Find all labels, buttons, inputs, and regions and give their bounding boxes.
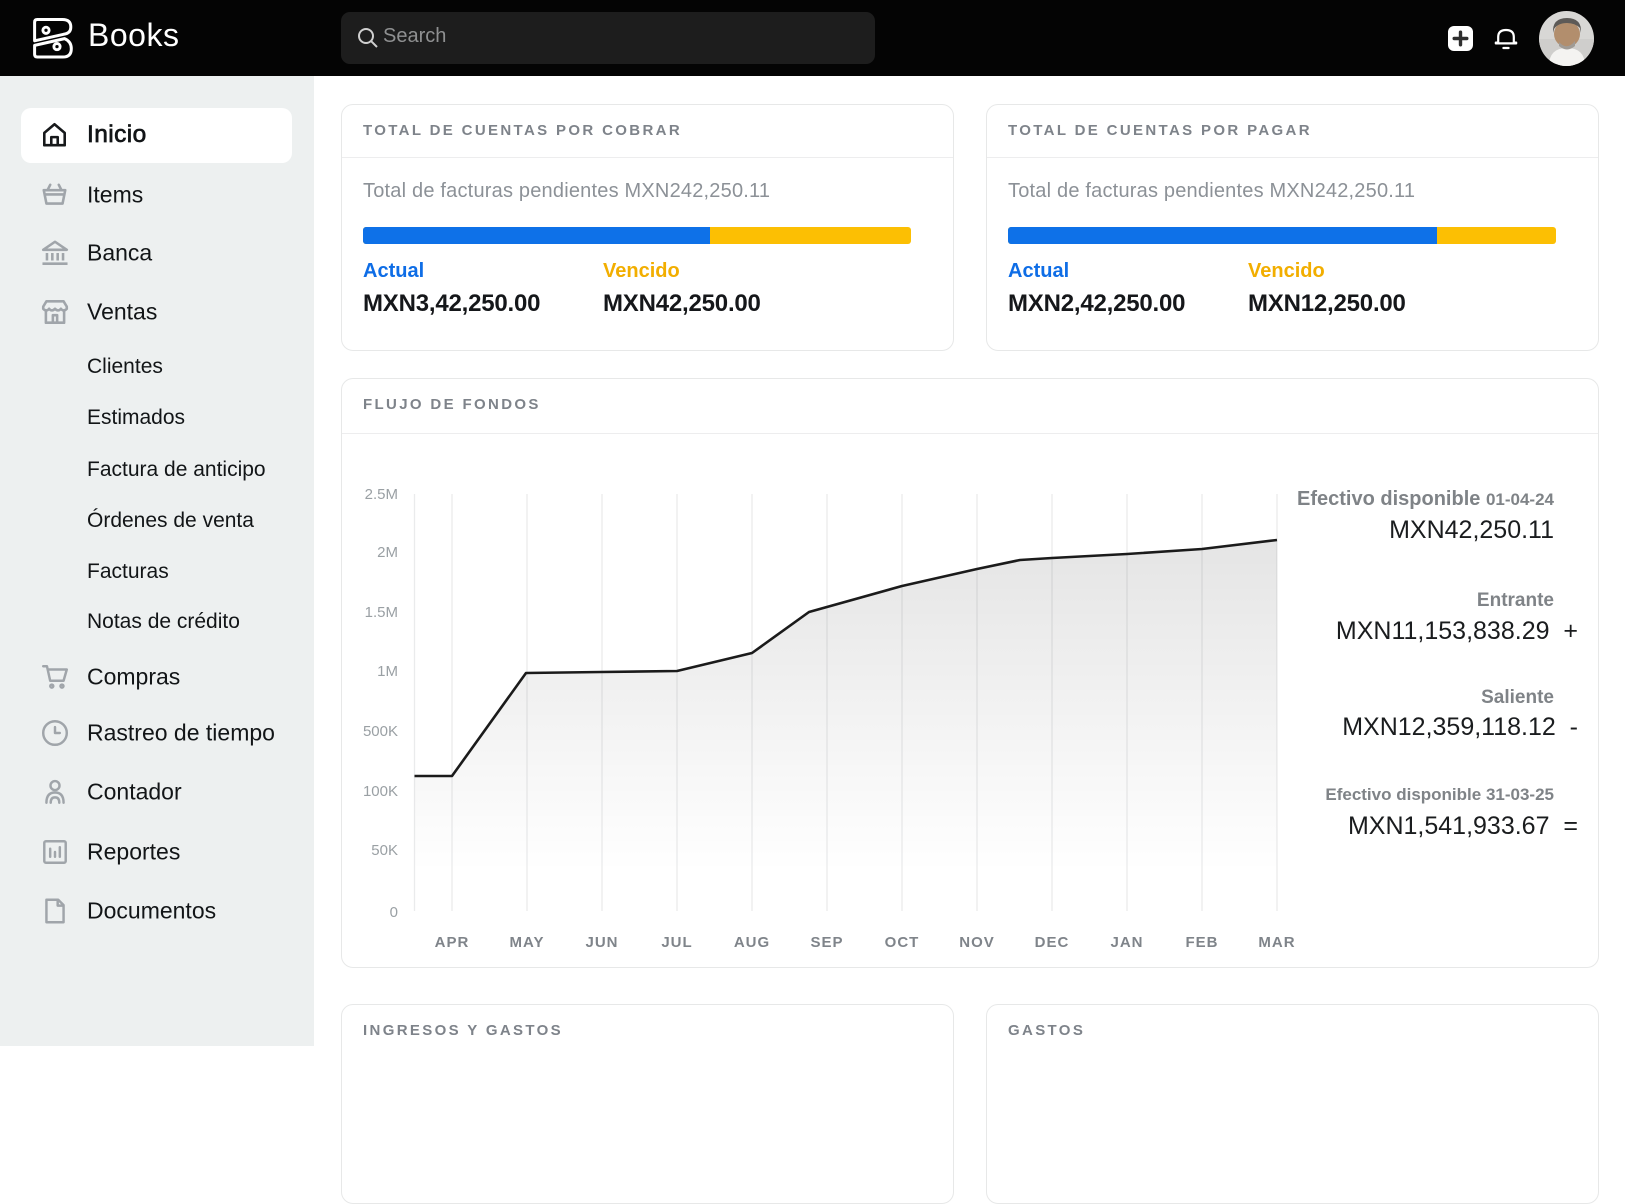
svg-text:AUG: AUG — [734, 934, 770, 951]
svg-text:JUN: JUN — [585, 934, 618, 951]
svg-text:JAN: JAN — [1110, 934, 1143, 951]
svg-text:2.5M: 2.5M — [365, 486, 398, 503]
svg-text:0: 0 — [390, 904, 398, 921]
svg-text:MAR: MAR — [1258, 934, 1295, 951]
svg-text:2M: 2M — [377, 544, 398, 561]
svg-text:FEB: FEB — [1186, 934, 1219, 951]
svg-text:NOV: NOV — [959, 934, 995, 951]
svg-text:500K: 500K — [363, 723, 398, 740]
svg-text:100K: 100K — [363, 783, 398, 800]
svg-text:MAY: MAY — [510, 934, 545, 951]
svg-text:OCT: OCT — [885, 934, 920, 951]
svg-text:JUL: JUL — [661, 934, 692, 951]
svg-text:50K: 50K — [371, 842, 398, 859]
svg-text:1.5M: 1.5M — [365, 604, 398, 621]
svg-text:APR: APR — [435, 934, 470, 951]
svg-text:SEP: SEP — [810, 934, 843, 951]
svg-text:DEC: DEC — [1035, 934, 1070, 951]
svg-text:1M: 1M — [377, 663, 398, 680]
